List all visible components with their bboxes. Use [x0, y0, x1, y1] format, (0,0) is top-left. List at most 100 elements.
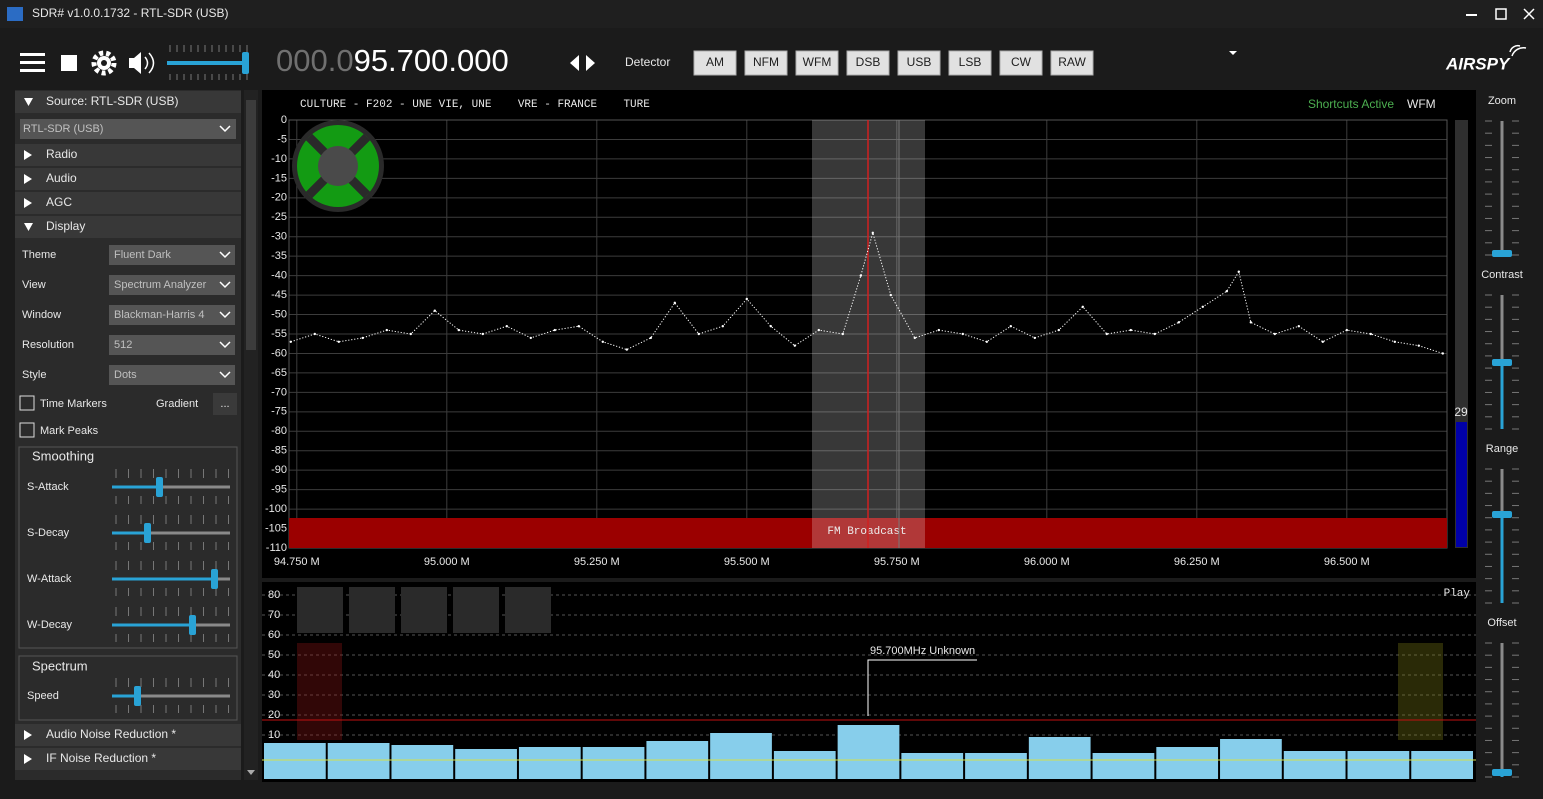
settings-button[interactable]: [91, 50, 117, 76]
y-tick-label: -55: [271, 328, 287, 340]
frequency-prefix: 000.0: [276, 43, 354, 78]
spectrum-dot: [1237, 270, 1241, 273]
mode-button[interactable]: [693, 50, 737, 76]
playback-button[interactable]: [401, 587, 447, 633]
section-header[interactable]: [15, 748, 241, 770]
mode-button[interactable]: [1050, 50, 1094, 76]
setting-value: Blackman-Harris 4: [114, 309, 204, 321]
y-tick-label: 70: [268, 609, 280, 621]
bar: [1028, 737, 1091, 779]
tune-arrows[interactable]: [570, 55, 595, 71]
slider-track[interactable]: [1500, 643, 1504, 777]
section-title: Source: RTL-SDR (USB): [46, 94, 178, 108]
slider-track[interactable]: [112, 694, 230, 698]
window-title: SDR# v1.0.0.1732 - RTL-SDR (USB): [32, 6, 229, 20]
toolbar-dropdown[interactable]: [1229, 51, 1237, 55]
slider-thumb[interactable]: [1492, 359, 1512, 366]
y-tick-label: -25: [271, 211, 287, 223]
mode-button[interactable]: [846, 50, 890, 76]
setting-dropdown[interactable]: [109, 305, 235, 325]
spectrum-dot: [529, 336, 532, 340]
slider-thumb[interactable]: [156, 477, 163, 497]
dropdown-arrow: [219, 311, 231, 319]
marker-zone: [297, 643, 342, 740]
smoothing-group: [18, 446, 238, 649]
setting-dropdown[interactable]: [109, 365, 235, 385]
frequency-value: 95.700.000: [354, 43, 509, 78]
setting-dropdown[interactable]: [109, 275, 235, 295]
section-header[interactable]: [15, 192, 241, 214]
annotation-label: 95.700MHz Unknown: [870, 645, 975, 657]
section-header[interactable]: [15, 216, 241, 238]
playback-button[interactable]: [505, 587, 551, 633]
spectrum-dot: [745, 297, 748, 301]
maximize-button[interactable]: [1495, 8, 1507, 20]
scrollbar-thumb[interactable]: [246, 100, 256, 350]
spectrum-dot: [985, 340, 988, 343]
scroll-down[interactable]: [247, 770, 255, 775]
tuning-wheel[interactable]: [292, 120, 384, 212]
playback-button[interactable]: [297, 587, 343, 633]
collapsed-arrow: [24, 754, 32, 764]
slider-thumb[interactable]: [1492, 769, 1512, 776]
mode-button[interactable]: [795, 50, 839, 76]
playback-button[interactable]: [349, 587, 395, 633]
spectrum-dot: [1129, 328, 1133, 332]
spectrum-dot: [1081, 305, 1085, 308]
menu-button[interactable]: [20, 53, 45, 72]
section-header[interactable]: [15, 91, 241, 113]
stop-button[interactable]: [61, 55, 77, 71]
section-header[interactable]: [15, 168, 241, 190]
volume-slider[interactable]: [167, 52, 249, 74]
dropdown-arrow: [219, 251, 231, 259]
slider-thumb[interactable]: [144, 523, 151, 543]
mute-button[interactable]: [129, 52, 155, 74]
slider-thumb[interactable]: [189, 615, 196, 635]
playback-button[interactable]: [453, 587, 499, 633]
spectrum-dot: [793, 344, 796, 347]
slider-thumb[interactable]: [1492, 250, 1512, 257]
setting-label: View: [22, 279, 46, 291]
setting-value: Dots: [114, 369, 137, 381]
setting-dropdown[interactable]: [109, 245, 235, 265]
spectrum-dot: [1249, 321, 1253, 324]
slider-thumb[interactable]: [134, 686, 141, 706]
mode-button[interactable]: [999, 50, 1043, 76]
setting-label: Style: [22, 369, 46, 381]
spectrum-dot: [577, 325, 580, 328]
slider-thumb[interactable]: [1492, 511, 1512, 518]
mode-button[interactable]: [948, 50, 992, 76]
speaker-waves: [144, 52, 155, 74]
slider-thumb[interactable]: [211, 569, 218, 589]
mark-peaks-checkbox[interactable]: [19, 422, 35, 438]
section-title: AGC: [46, 195, 72, 209]
frequency-display[interactable]: 000.095.700.000: [276, 43, 509, 78]
section-header[interactable]: [15, 724, 241, 746]
x-tick-label: 95.250 M: [574, 556, 620, 568]
slider-label: Offset: [1487, 617, 1516, 629]
time-markers-checkbox[interactable]: [19, 395, 35, 411]
spectrum-dot: [1417, 344, 1421, 347]
section-title: Audio Noise Reduction *: [46, 727, 176, 741]
spectrum-dot: [871, 231, 874, 235]
gradient-button[interactable]: [213, 393, 237, 415]
bar: [773, 751, 836, 779]
slider-label: S-Attack: [27, 481, 69, 493]
slider-track[interactable]: [1500, 121, 1504, 255]
slider-label: Range: [1486, 443, 1518, 455]
section-header[interactable]: [15, 144, 241, 166]
mode-button[interactable]: [744, 50, 788, 76]
y-tick-label: -95: [271, 484, 287, 496]
slider-track[interactable]: [112, 485, 230, 489]
close-button[interactable]: [1523, 8, 1535, 20]
mode-button[interactable]: [897, 50, 941, 76]
y-tick-label: 10: [268, 729, 280, 741]
slider-track[interactable]: [112, 531, 230, 535]
bar: [518, 747, 581, 779]
dropdown-arrow: [219, 281, 231, 289]
device-dropdown[interactable]: [20, 119, 236, 139]
setting-dropdown[interactable]: [109, 335, 235, 355]
gear-hole: [101, 60, 107, 66]
